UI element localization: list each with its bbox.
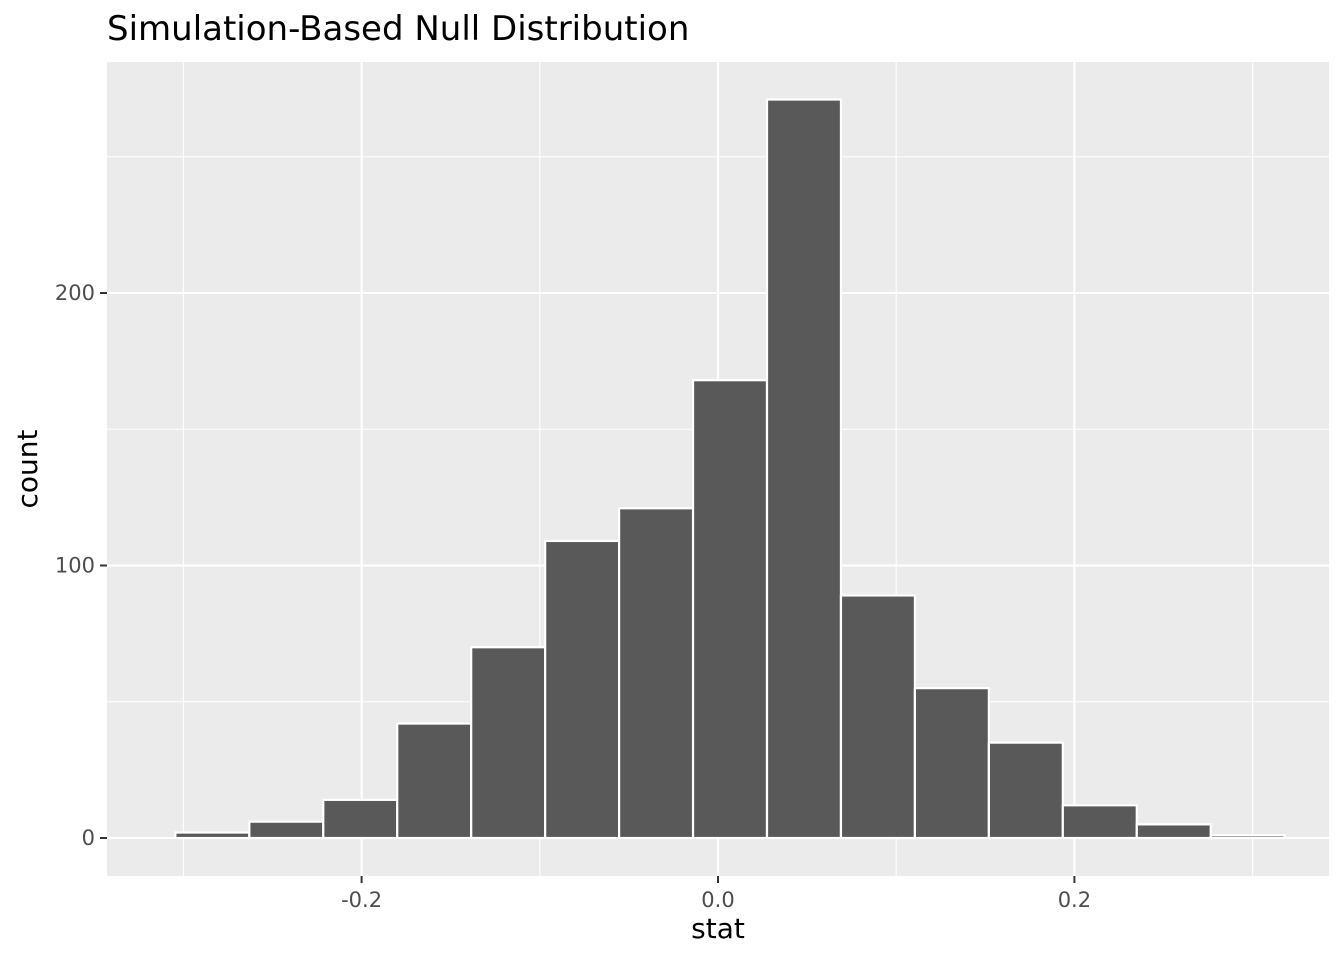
y-axis-title: count — [11, 429, 44, 508]
histogram-bar — [396, 722, 473, 840]
y-tick-label: 0 — [82, 826, 95, 850]
x-tick-label: 0.0 — [701, 888, 734, 912]
histogram-bar — [470, 646, 547, 840]
x-tick-label: -0.2 — [341, 888, 382, 912]
histogram-bar — [1061, 804, 1138, 840]
histogram-bar — [765, 98, 843, 840]
histogram-bar — [174, 831, 251, 840]
histogram-bar — [544, 539, 621, 840]
histogram-bar — [248, 820, 325, 840]
histogram-bar — [1135, 823, 1212, 840]
histogram-bar — [322, 798, 399, 840]
histogram-bar — [987, 741, 1064, 840]
x-axis-title: stat — [691, 912, 745, 945]
x-tick-label: 0.2 — [1058, 888, 1091, 912]
histogram-bars — [174, 98, 1286, 840]
histogram-bar — [839, 594, 917, 840]
histogram-bar — [1209, 834, 1286, 840]
chart-title: Simulation-Based Null Distribution — [107, 9, 689, 49]
histogram-bar — [617, 507, 695, 840]
y-tick-label: 100 — [55, 554, 95, 578]
y-axis: 0 100 200 — [55, 281, 107, 850]
x-axis: -0.2 0.0 0.2 — [341, 876, 1091, 912]
histogram-bar — [691, 379, 769, 840]
histogram-bar — [913, 687, 990, 840]
y-tick-label: 200 — [55, 281, 95, 305]
